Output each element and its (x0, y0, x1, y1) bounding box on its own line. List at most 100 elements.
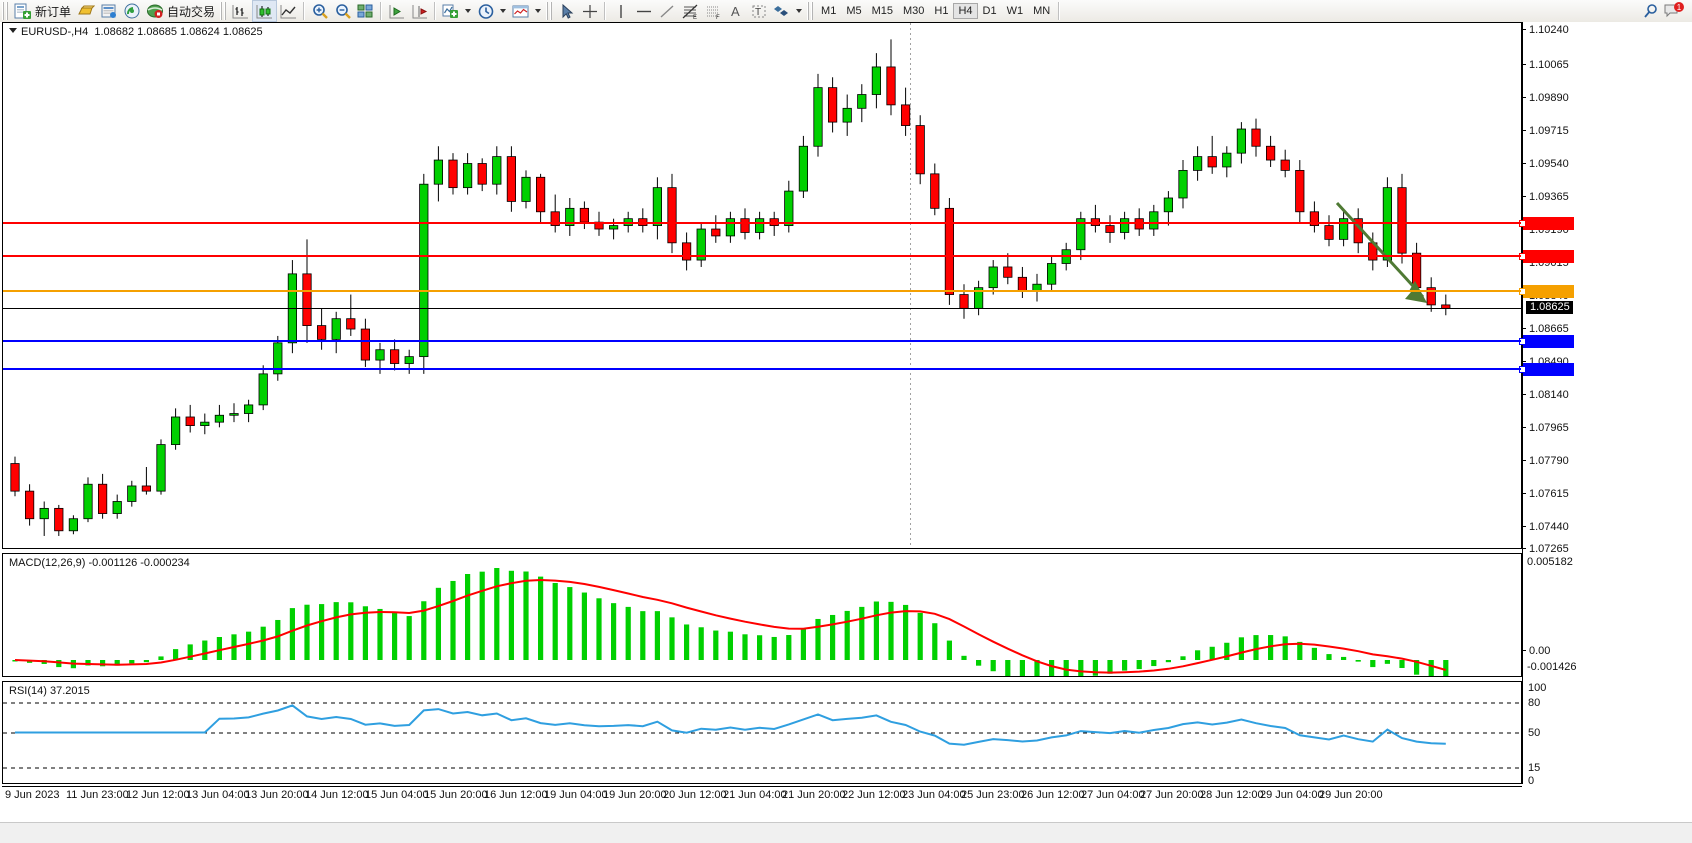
cursor-icon[interactable] (555, 1, 578, 21)
shift-icon[interactable] (385, 1, 408, 21)
macd-pane[interactable]: MACD(12,26,9) -0.001126 -0.000234 (2, 553, 1522, 677)
signals-icon[interactable] (120, 1, 143, 21)
toolbar-separator-5 (1058, 2, 1061, 20)
trendline-icon[interactable] (655, 1, 678, 21)
level-line-1.09099[interactable] (3, 222, 1521, 224)
new-order-icon[interactable] (11, 1, 34, 21)
indicators-icon[interactable] (439, 1, 462, 21)
price-tag-current: 1.08625 (1526, 301, 1573, 314)
price-tick: 1.09365 (1522, 191, 1569, 203)
period-icon[interactable] (474, 1, 497, 21)
main-toolbar: 新订单 (0, 0, 1692, 23)
gold-bar-icon[interactable] (74, 1, 97, 21)
auto-trading-label[interactable]: 自动交易 (167, 4, 216, 19)
time-label: 12 Jun 12:00 (126, 789, 190, 801)
indicators-dropdown-caret[interactable] (465, 9, 472, 13)
tab-timeframe-m1[interactable]: M1 (821, 5, 837, 17)
time-label: 29 Jun 04:00 (1260, 789, 1324, 801)
text-icon[interactable]: A (724, 1, 747, 21)
chart-container[interactable]: EURUSD-,H4 1.08682 1.08685 1.08624 1.086… (0, 22, 1692, 822)
fibo-icon[interactable]: E (678, 1, 701, 21)
templates-dropdown-caret[interactable] (535, 9, 542, 13)
tab-timeframe-w1[interactable]: W1 (1006, 5, 1024, 17)
time-label: 28 Jun 12:00 (1200, 789, 1264, 801)
time-label: 13 Jun 04:00 (186, 789, 250, 801)
price-tag-support-upper[interactable]: 1.08448 (1519, 335, 1574, 348)
tab-timeframe-m30[interactable]: M30 (903, 5, 925, 17)
toolbar-grip-4[interactable] (807, 2, 815, 20)
new-order-label[interactable]: 新订单 (35, 4, 72, 19)
price-tick: 1.07965 (1522, 422, 1569, 434)
time-label: 21 Jun 04:00 (723, 789, 787, 801)
market-icon[interactable] (143, 1, 166, 21)
time-scale[interactable]: 9 Jun 2023 11 Jun 23:00 12 Jun 12:00 13 … (2, 786, 1522, 807)
tab-timeframe-h4[interactable]: H4 (953, 3, 978, 19)
price-scale[interactable]: 1.10240 1.10065 1.09890 1.09715 1.09540 … (1519, 22, 1692, 787)
period-dropdown-caret[interactable] (500, 9, 507, 13)
objects-dropdown-caret[interactable] (796, 9, 803, 13)
rsi-label: RSI(14) 37.2015 (9, 685, 90, 697)
line-chart-icon[interactable] (277, 1, 300, 21)
toolbar-separator-4 (604, 2, 607, 20)
hline-icon[interactable] (632, 1, 655, 21)
svg-text:E: E (693, 15, 697, 20)
toolbar-grip-3[interactable] (546, 2, 554, 20)
price-tick: 1.09540 (1522, 158, 1569, 170)
toolbar-separator-1 (303, 2, 306, 20)
auto-scroll-icon[interactable] (408, 1, 431, 21)
price-tick: 1.07265 (1522, 543, 1569, 555)
price-tag-support-lower[interactable]: 1.08294 (1519, 363, 1574, 376)
zoom-out-icon[interactable] (331, 1, 354, 21)
toolbar-grip-2[interactable] (220, 2, 228, 20)
macd-series (12, 568, 1449, 676)
vline-icon[interactable] (609, 1, 632, 21)
zoom-in-icon[interactable] (308, 1, 331, 21)
price-tick: 1.07615 (1522, 488, 1569, 500)
toolbar-grip[interactable] (2, 2, 9, 20)
time-label: 13 Jun 20:00 (245, 789, 309, 801)
candlestick-series (10, 23, 1451, 548)
price-tag-resistance-upper[interactable]: 1.09099 (1519, 217, 1574, 230)
price-tick: 1.10065 (1522, 59, 1569, 71)
templates-icon[interactable] (509, 1, 532, 21)
price-tag-resistance-lower[interactable]: 1.08914 (1519, 250, 1574, 263)
macd-scale-tick: 0.005182 (1527, 556, 1573, 568)
price-tag-entry[interactable]: 1.08723 (1519, 285, 1574, 298)
candlestick-icon[interactable] (252, 0, 278, 22)
time-label: 11 Jun 23:00 (66, 789, 129, 801)
search-icon[interactable] (1639, 1, 1662, 21)
bar-chart-icon[interactable] (229, 1, 252, 21)
price-pane[interactable]: EURUSD-,H4 1.08682 1.08685 1.08624 1.086… (2, 22, 1522, 549)
level-line-1.08625[interactable] (3, 308, 1521, 309)
down-arrow-annotation (1335, 201, 1427, 303)
tab-timeframe-m5[interactable]: M5 (846, 5, 862, 17)
alerts-icon[interactable]: 1 (1662, 1, 1686, 21)
svg-text:T: T (755, 7, 761, 18)
time-label: 29 Jun 20:00 (1319, 789, 1383, 801)
time-label: 26 Jun 12:00 (1021, 789, 1085, 801)
tab-timeframe-mn[interactable]: MN (1033, 5, 1051, 17)
level-line-1.08723[interactable] (3, 290, 1521, 292)
crosshair-icon[interactable] (578, 1, 601, 21)
level-line-1.08448[interactable] (3, 340, 1521, 342)
price-tick: 1.07790 (1522, 455, 1569, 467)
svg-text:F: F (716, 15, 720, 20)
level-line-1.08914[interactable] (3, 255, 1521, 257)
rsi-series (3, 702, 1521, 769)
tab-timeframe-h1[interactable]: H1 (934, 5, 949, 17)
collapse-arrow-icon[interactable] (9, 28, 17, 33)
rsi-pane[interactable]: RSI(14) 37.2015 (2, 681, 1522, 784)
time-label: 14 Jun 12:00 (305, 789, 369, 801)
data-window-icon[interactable] (354, 1, 377, 21)
level-line-1.08294[interactable] (3, 368, 1521, 370)
label-icon[interactable]: T (747, 1, 770, 21)
objects-icon[interactable] (770, 1, 793, 21)
status-bar (0, 822, 1692, 843)
price-tick: 1.08665 (1522, 323, 1569, 335)
terminal-icon[interactable] (97, 1, 120, 21)
tab-timeframe-d1[interactable]: D1 (982, 5, 997, 17)
channel-icon[interactable]: F (701, 1, 724, 21)
time-label: 25 Jun 23:00 (961, 789, 1025, 801)
tab-timeframe-m15[interactable]: M15 (871, 5, 893, 17)
time-label: 15 Jun 20:00 (424, 789, 488, 801)
